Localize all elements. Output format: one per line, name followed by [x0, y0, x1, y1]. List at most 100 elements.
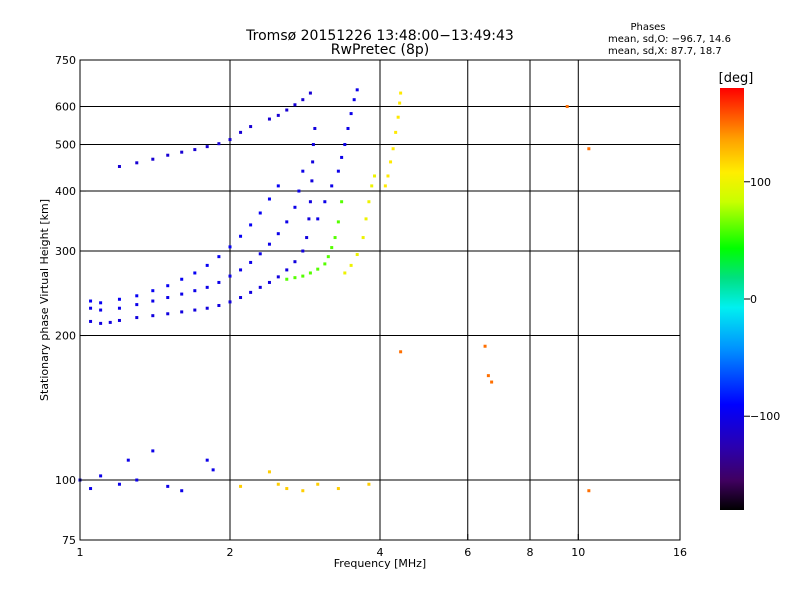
data-point [285, 277, 289, 281]
data-point [297, 189, 301, 193]
data-point [343, 143, 347, 147]
data-point [193, 271, 197, 275]
data-point [239, 296, 243, 300]
data-point [301, 249, 305, 253]
data-point [228, 274, 232, 278]
data-point [330, 184, 334, 188]
data-point [587, 489, 591, 493]
data-point [389, 160, 393, 164]
y-tick-labels: 750 600 500 400 300 200 100 75 [55, 54, 86, 547]
data-point [370, 184, 374, 188]
y-tick-label: 400 [55, 185, 76, 198]
data-point [126, 458, 130, 462]
data-point [205, 285, 209, 289]
data-point [193, 148, 197, 152]
stats-line-o: mean, sd,O: −96.7, 14.6 [608, 34, 731, 45]
data-point [316, 482, 320, 486]
data-point [239, 130, 243, 134]
data-point [399, 350, 403, 354]
data-point [346, 126, 350, 130]
data-point [117, 482, 121, 486]
colorbar [720, 88, 744, 510]
colorbar-tick-label: 100 [750, 176, 771, 189]
data-point [355, 88, 359, 92]
data-point [166, 284, 170, 288]
x-tick-labels: 1 2 4 6 8 10 16 [77, 534, 687, 559]
data-point [205, 263, 209, 267]
data-point [135, 303, 139, 307]
data-point [361, 236, 365, 240]
y-tick-label: 100 [55, 474, 76, 487]
data-point [99, 474, 103, 478]
data-point [205, 145, 209, 149]
data-point [135, 294, 139, 298]
data-point [151, 157, 155, 161]
data-point [326, 255, 330, 259]
data-point [99, 321, 103, 325]
data-point [239, 268, 243, 272]
data-point [217, 255, 221, 259]
data-point [386, 174, 390, 178]
data-point [180, 489, 184, 493]
data-point [151, 314, 155, 318]
data-point [285, 268, 289, 272]
data-point [249, 290, 253, 294]
y-tick-label: 600 [55, 101, 76, 114]
data-point [316, 217, 320, 221]
data-point [301, 274, 305, 278]
data-point [308, 200, 312, 204]
data-point [355, 253, 359, 257]
chart-title: Tromsø 20151226 13:48:00−13:49:43 [245, 28, 514, 44]
data-point [293, 103, 297, 107]
y-tick-label: 750 [55, 54, 76, 67]
data-point [228, 245, 232, 249]
data-point [293, 276, 297, 280]
data-point [205, 458, 209, 462]
data-point [483, 344, 487, 348]
x-tick-label: 2 [227, 546, 234, 559]
data-point [166, 296, 170, 300]
data-point [180, 292, 184, 296]
data-point [308, 271, 312, 275]
data-point [340, 200, 344, 204]
data-point [217, 303, 221, 307]
colorbar-tick-label: 0 [750, 293, 757, 306]
data-point [565, 105, 569, 109]
data-point [336, 487, 340, 491]
data-point [108, 320, 112, 324]
y-tick-label: 75 [62, 534, 76, 547]
data-point [323, 262, 327, 266]
data-point [301, 489, 305, 493]
data-point [343, 271, 347, 275]
data-point [258, 285, 262, 289]
data-point [228, 300, 232, 304]
data-point [151, 289, 155, 293]
data-point [276, 184, 280, 188]
data-point [211, 468, 215, 472]
data-point [89, 319, 93, 323]
data-point [166, 153, 170, 157]
data-point [267, 117, 271, 121]
colorbar-label: [deg] [719, 71, 754, 86]
data-point [166, 484, 170, 488]
data-point [117, 306, 121, 310]
x-tick-label: 4 [377, 546, 384, 559]
data-point [398, 101, 402, 105]
data-point [151, 299, 155, 303]
data-point [99, 308, 103, 312]
data-point [293, 205, 297, 209]
data-point [117, 318, 121, 322]
data-point [228, 138, 232, 142]
data-point [394, 130, 398, 134]
data-point [180, 150, 184, 154]
data-point [307, 217, 311, 221]
x-tick-label: 6 [464, 546, 471, 559]
data-point [217, 280, 221, 284]
colorbar-ticks: 100 0 −100 [744, 176, 780, 423]
data-point [285, 108, 289, 112]
data-point [336, 220, 340, 224]
data-point [249, 125, 253, 129]
data-point [217, 142, 221, 146]
data-point [301, 169, 305, 173]
data-point [99, 301, 103, 305]
